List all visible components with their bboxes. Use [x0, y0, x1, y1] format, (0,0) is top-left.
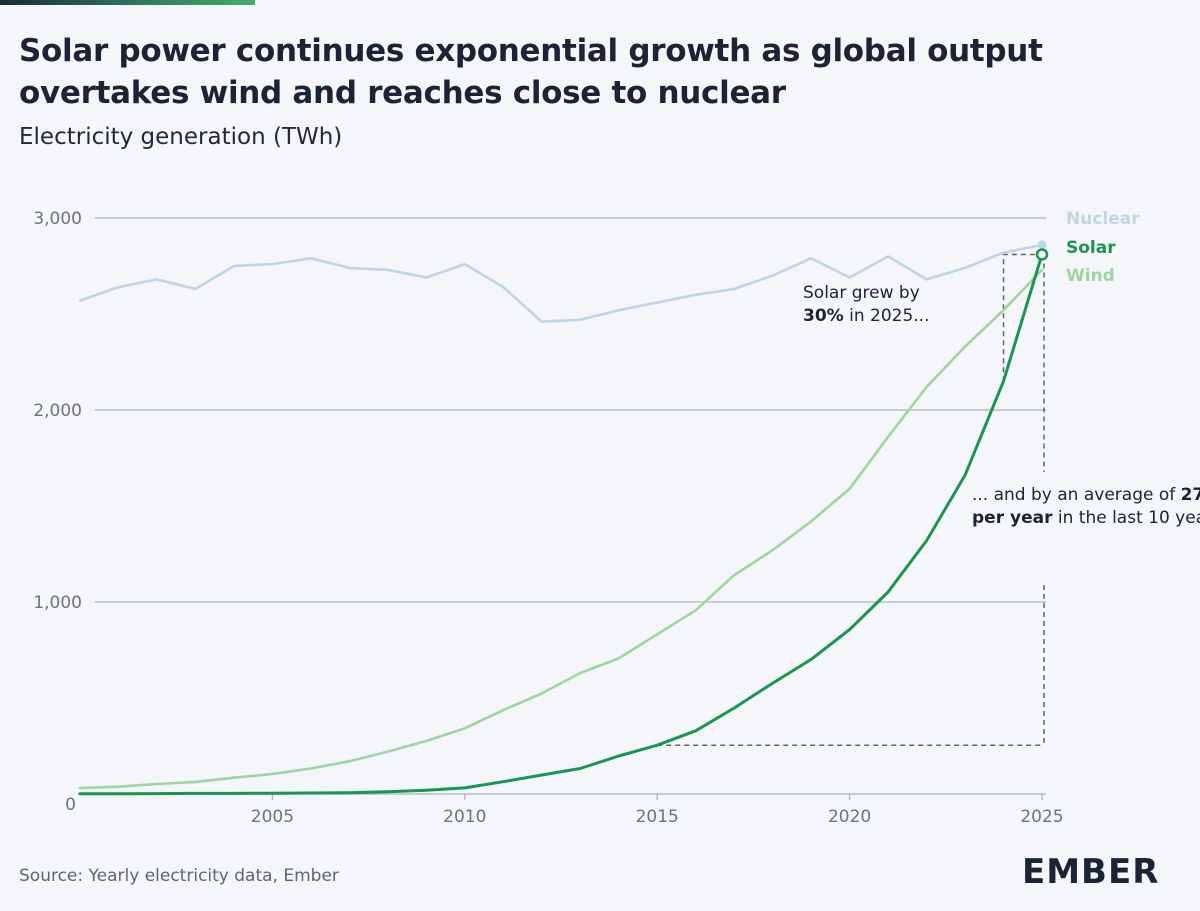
chart-subtitle: Electricity generation (TWh) — [19, 124, 343, 150]
y-tick-label-1000: 1,000 — [33, 593, 82, 613]
annotation-2-line-3: in the last 10 years — [1058, 508, 1200, 528]
guide-2024-2025 — [1002, 253, 1044, 382]
annotation-1-line-2: in 2025... — [849, 306, 929, 326]
series-line-solar — [78, 253, 1044, 796]
series-label-wind: Wind — [1066, 266, 1115, 286]
source-note: Source: Yearly electricity data, Ember — [19, 866, 339, 886]
nuclear-end-marker — [1037, 240, 1047, 250]
series-line-nuclear — [78, 243, 1044, 324]
y-tick-label-2000: 2,000 — [33, 401, 82, 421]
x-tick-label-2005: 2005 — [251, 807, 294, 827]
series-label-solar: Solar — [1066, 238, 1116, 258]
ember-logo-text: EMBER — [1022, 852, 1159, 888]
series-line-wind — [78, 268, 1044, 790]
x-tick-label-2015: 2015 — [636, 807, 679, 827]
x-tick-label-2025: 2025 — [1020, 807, 1063, 827]
annotation-2-highlight-pct: 27% — [1181, 485, 1200, 505]
x-tick-label-2010: 2010 — [443, 807, 486, 827]
annotation-solar-growth-2025: Solar grew by 30% in 2025... — [803, 283, 930, 326]
annotation-1-highlight: 30% — [803, 306, 844, 326]
y-tick-label-0: 0 — [65, 795, 76, 815]
ember-logo: EMBER — [1022, 852, 1159, 888]
annotation-guides — [657, 253, 1045, 746]
series-lines — [78, 240, 1049, 796]
solar-end-marker — [1035, 248, 1049, 261]
x-tick-label-2020: 2020 — [828, 807, 871, 827]
top-accent-bar — [0, 0, 255, 5]
axis-and-series-labels: 0 1,000 2,000 3,000 2005 2010 2015 2020 2025 Nucl… — [33, 209, 1140, 827]
gridlines — [78, 217, 1046, 800]
series-label-nuclear: Nuclear — [1066, 209, 1140, 229]
annotation-2-highlight-per-year: per year — [972, 508, 1053, 528]
chart-title: Solar power continues exponential growth… — [19, 33, 1043, 111]
annotation-1-line-1: Solar grew by — [803, 283, 925, 303]
annotation-solar-growth-10y: ... and by an average of 27% per year in… — [972, 485, 1200, 528]
annotation-2-line-1: ... and by an average of — [972, 485, 1181, 505]
y-tick-label-3000: 3,000 — [33, 209, 82, 229]
